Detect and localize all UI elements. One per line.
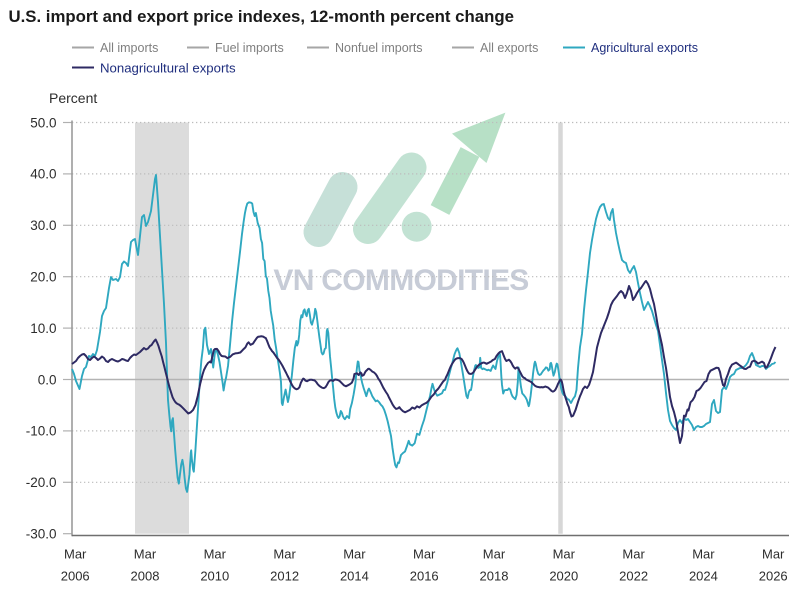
svg-text:Mar: Mar xyxy=(64,547,87,562)
svg-text:Mar: Mar xyxy=(204,547,227,562)
svg-text:2016: 2016 xyxy=(410,569,439,584)
svg-text:2014: 2014 xyxy=(340,569,369,584)
svg-text:Mar: Mar xyxy=(622,547,645,562)
svg-text:-10.0: -10.0 xyxy=(26,424,57,439)
svg-text:Mar: Mar xyxy=(273,547,296,562)
svg-text:Agricultural exports: Agricultural exports xyxy=(591,41,698,55)
svg-text:40.0: 40.0 xyxy=(30,167,56,182)
svg-text:2026: 2026 xyxy=(759,569,788,584)
svg-text:VN COMMODITIES: VN COMMODITIES xyxy=(273,264,528,297)
svg-text:All exports: All exports xyxy=(480,41,538,55)
svg-text:30.0: 30.0 xyxy=(30,218,56,233)
svg-text:All imports: All imports xyxy=(100,41,158,55)
svg-text:Mar: Mar xyxy=(343,547,366,562)
svg-text:Mar: Mar xyxy=(692,547,715,562)
svg-text:10.0: 10.0 xyxy=(30,321,56,336)
svg-text:50.0: 50.0 xyxy=(30,115,56,130)
svg-text:Fuel imports: Fuel imports xyxy=(215,41,284,55)
svg-text:Nonagricultural exports: Nonagricultural exports xyxy=(100,60,236,75)
svg-text:U.S. import and export price i: U.S. import and export price indexes, 12… xyxy=(9,7,514,26)
svg-text:2006: 2006 xyxy=(61,569,90,584)
svg-text:2024: 2024 xyxy=(689,569,718,584)
svg-text:2010: 2010 xyxy=(200,569,229,584)
svg-text:0.0: 0.0 xyxy=(38,372,57,387)
svg-text:2012: 2012 xyxy=(270,569,299,584)
svg-text:2020: 2020 xyxy=(549,569,578,584)
svg-text:2018: 2018 xyxy=(480,569,509,584)
svg-text:Mar: Mar xyxy=(762,547,785,562)
svg-text:2008: 2008 xyxy=(131,569,160,584)
svg-text:2022: 2022 xyxy=(619,569,648,584)
svg-text:-20.0: -20.0 xyxy=(26,475,57,490)
svg-text:20.0: 20.0 xyxy=(30,270,56,285)
svg-text:Nonfuel imports: Nonfuel imports xyxy=(335,41,423,55)
svg-text:-30.0: -30.0 xyxy=(26,527,57,542)
svg-text:Mar: Mar xyxy=(553,547,576,562)
svg-text:Mar: Mar xyxy=(413,547,436,562)
svg-text:Mar: Mar xyxy=(134,547,157,562)
svg-text:Mar: Mar xyxy=(483,547,506,562)
svg-text:Percent: Percent xyxy=(49,90,97,106)
